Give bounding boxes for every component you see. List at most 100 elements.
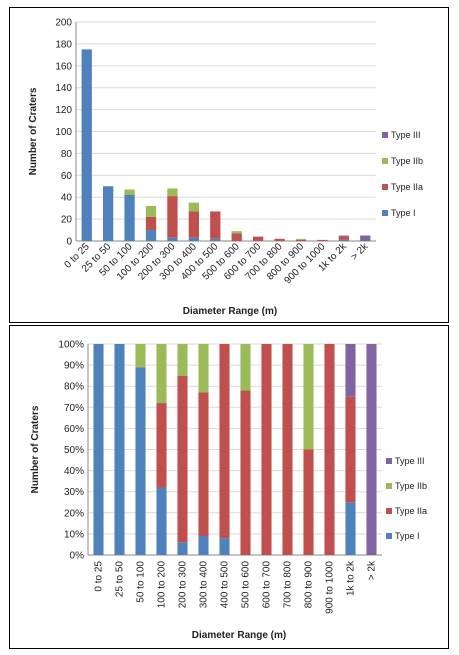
y-tick-label: 90% <box>64 361 84 372</box>
y-tick-label: 60% <box>64 424 84 435</box>
legend-swatch <box>386 533 392 539</box>
x-tick-label: > 2k <box>367 560 378 580</box>
x-tick-label: 500 to 600 <box>241 561 252 609</box>
legend-swatch <box>382 158 388 164</box>
y-tick-label: 200 <box>55 18 72 29</box>
legend-label: Type III <box>395 456 425 466</box>
bar-segment-type-iia <box>188 211 199 238</box>
bar-segment-type-iib <box>198 344 209 393</box>
bar-segment-type-iii <box>366 344 377 555</box>
bar-segment-type-iia <box>240 390 251 555</box>
bar-segment-type-i <box>177 542 188 555</box>
x-axis-title: Diameter Range (m) <box>192 630 286 641</box>
chart-panel-count: 0 20 40 60 80 100 120 140 160 180 200 0 to 25 25 to … <box>9 7 449 323</box>
bar-segment-type-iia <box>231 233 242 241</box>
bar-segment-type-i <box>156 487 167 555</box>
legend-label: Type IIb <box>391 156 423 166</box>
bar-segment-type-iia <box>282 344 293 555</box>
bar-segment-type-iia <box>219 344 230 539</box>
bar-segment-type-iii <box>345 344 356 397</box>
bar-segment-type-iia <box>156 403 167 488</box>
x-tick-label: 25 to 50 <box>115 561 126 598</box>
y-tick-label: 60 <box>61 171 73 182</box>
y-tick-label: 20 <box>61 215 73 226</box>
x-tick-label: 0 to 25 <box>94 561 105 592</box>
bar-segment-type-iib <box>135 344 146 368</box>
legend-swatch <box>386 508 392 514</box>
x-tick-label: 100 to 200 <box>157 561 168 609</box>
y-tick-label: 80 <box>61 149 73 160</box>
bar-segment-type-iia <box>324 344 335 555</box>
bar-segment-type-iib <box>167 188 178 197</box>
y-tick-label: 140 <box>55 83 72 94</box>
legend-label: Type IIa <box>395 506 427 516</box>
bar-segment-type-iia <box>261 344 272 555</box>
bar-segment-type-iia <box>253 236 264 241</box>
bar-segment-type-iib <box>156 344 167 404</box>
legend-swatch <box>382 210 388 216</box>
bar-segment-type-i <box>124 195 135 241</box>
y-tick-label: 0 <box>66 237 72 248</box>
y-tick-label: 20% <box>64 508 84 519</box>
legend-swatch <box>382 184 388 190</box>
bar-segment-type-i <box>219 538 230 555</box>
y-tick-label: 50% <box>64 445 84 456</box>
bar-segment-type-i <box>103 186 114 241</box>
x-tick-label: 800 to 900 <box>304 561 315 609</box>
bar-segment-type-i <box>145 230 157 241</box>
x-tick-label: 900 to 1000 <box>325 561 336 614</box>
bar-segment-type-iib <box>240 344 251 391</box>
x-tick-label: 400 to 500 <box>220 561 231 609</box>
y-axis-title: Number of Craters <box>28 87 39 175</box>
legend-label: Type I <box>395 531 420 541</box>
bar-segment-type-iia <box>274 238 285 241</box>
x-tick-label: 600 to 700 <box>262 561 273 609</box>
legend-swatch <box>386 483 392 489</box>
bar-segment-type-i <box>135 367 146 555</box>
x-tick-label: 200 to 300 <box>178 561 189 609</box>
chart-panel-percent: 0% 10% 20% 30% 40% 50% 60% 70% 80% 90% 100% 0 to 25… <box>9 325 449 649</box>
legend-label: Type I <box>391 208 416 218</box>
y-axis-title: Number of Craters <box>30 405 41 493</box>
bar-segment-type-i <box>210 238 221 241</box>
bar-segment-type-iib <box>188 202 199 212</box>
y-tick-label: 40% <box>64 466 84 477</box>
bar-segment-type-iib <box>295 238 307 240</box>
x-tick-label: 1k to 2k <box>346 560 357 596</box>
legend-label: Type III <box>391 130 421 140</box>
bar-segment-type-i <box>188 237 199 241</box>
crater-percent-chart: 0% 10% 20% 30% 40% 50% 60% 70% 80% 90% 100% 0 to 25… <box>30 340 427 642</box>
legend-swatch <box>386 458 392 464</box>
x-tick-label: 300 to 400 <box>199 561 210 609</box>
x-tick-label: > 2k <box>349 241 371 263</box>
bar-segment-type-iib <box>303 344 314 450</box>
legend-label: Type IIa <box>391 182 423 192</box>
bar-segment-type-iia <box>303 449 314 555</box>
legend-label: Type IIb <box>395 481 427 491</box>
y-tick-label: 100 <box>55 127 72 138</box>
x-axis-title: Diameter Range (m) <box>183 306 277 317</box>
y-tick-label: 30% <box>64 487 84 498</box>
bar-segment-type-iia <box>167 196 178 238</box>
y-tick-label: 100% <box>58 340 84 351</box>
bar-segment-type-iia <box>317 239 328 241</box>
bar-segment-type-iib <box>177 344 188 376</box>
y-tick-label: 70% <box>64 403 84 414</box>
y-tick-label: 10% <box>64 529 84 540</box>
x-tick-label: 700 to 800 <box>283 561 294 609</box>
legend-swatch <box>382 132 388 138</box>
bar-segment-type-iia <box>295 239 307 241</box>
bar-segment-type-i <box>114 344 125 555</box>
bar-segment-type-i <box>338 239 349 241</box>
y-tick-label: 160 <box>55 61 72 72</box>
bar-segment-type-i <box>345 502 356 555</box>
bar-segment-type-i <box>93 344 104 555</box>
bar-segment-type-i <box>81 49 92 241</box>
bar-segment-type-i <box>198 536 209 555</box>
y-tick-label: 80% <box>64 382 84 393</box>
bar-segment-type-iia <box>345 396 356 503</box>
bar-segment-type-iia <box>198 392 209 537</box>
bar-segment-type-iia <box>145 216 157 231</box>
x-tick-label: 50 to 100 <box>136 561 147 603</box>
bar-segment-type-iib <box>231 231 242 234</box>
